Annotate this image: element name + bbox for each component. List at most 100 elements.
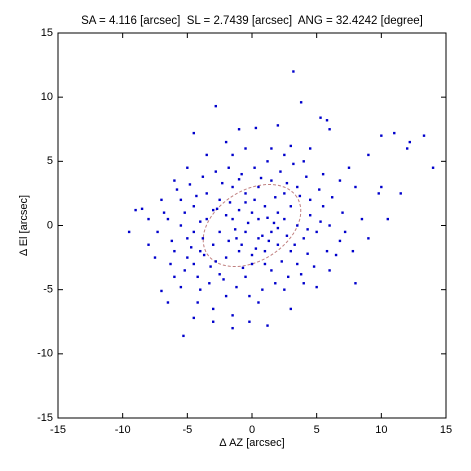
- scatter-point: [231, 326, 234, 330]
- scatter-point: [212, 320, 215, 323]
- scatter-point: [321, 172, 325, 176]
- y-tick-label: 5: [47, 155, 53, 167]
- scatter-point: [380, 134, 383, 137]
- scatter-point: [199, 249, 202, 253]
- scatter-point: [205, 192, 208, 195]
- scatter-point: [240, 243, 243, 246]
- scatter-point: [406, 147, 409, 150]
- scatter-point: [212, 208, 215, 212]
- scatter-point: [266, 160, 269, 163]
- scatter-point: [183, 269, 186, 272]
- scatter-point: [367, 237, 370, 240]
- scatter-point: [302, 160, 305, 163]
- scatter-point: [241, 266, 245, 270]
- scatter-point: [292, 162, 295, 166]
- scatter-point: [380, 185, 383, 189]
- scatter-point: [309, 214, 312, 217]
- scatter-point: [319, 220, 322, 223]
- scatter-point: [221, 181, 224, 185]
- y-tick-label: -10: [37, 348, 53, 360]
- scatter-point: [192, 262, 195, 266]
- scatter-point: [299, 101, 303, 104]
- scatter-point: [188, 183, 192, 186]
- scatter-point: [231, 153, 234, 157]
- scatter-point: [354, 282, 357, 285]
- scatter-point: [244, 275, 247, 279]
- scatter-point: [270, 269, 273, 272]
- scatter-point: [257, 237, 260, 240]
- scatter-point: [196, 275, 199, 279]
- scatter-point: [263, 205, 267, 208]
- scatter-point: [237, 178, 241, 181]
- scatter-point: [253, 166, 256, 169]
- scatter-point: [224, 256, 228, 259]
- scatter-point: [201, 237, 205, 240]
- x-tick-label: 10: [375, 424, 387, 436]
- scatter-point: [196, 301, 199, 304]
- plot-area: [57, 32, 447, 419]
- scatter-point: [289, 205, 292, 208]
- scatter-point: [347, 166, 351, 169]
- y-axis-label: Δ El [arcsec]: [18, 195, 30, 256]
- scatter-point: [214, 170, 217, 173]
- scatter-point: [330, 196, 334, 199]
- scatter-point: [292, 70, 295, 73]
- scatter-point: [276, 211, 280, 214]
- scatter-point: [250, 253, 254, 257]
- scatter-point: [169, 262, 172, 266]
- x-axis-label: Δ AZ [arcsec]: [219, 437, 284, 449]
- scatter-point: [212, 307, 215, 311]
- scatter-point: [153, 256, 157, 259]
- scatter-point: [276, 243, 280, 246]
- scatter-point: [209, 265, 212, 268]
- scatter-point: [399, 192, 402, 195]
- scatter-point: [312, 265, 316, 268]
- scatter-point: [328, 224, 331, 227]
- scatter-point: [170, 239, 174, 243]
- scatter-point: [431, 166, 435, 169]
- scatter-point: [162, 211, 166, 214]
- scatter-point: [293, 243, 296, 246]
- scatter-point: [218, 230, 221, 234]
- scatter-point: [237, 128, 241, 131]
- scatter-point: [328, 128, 331, 131]
- scatter-point: [341, 211, 344, 214]
- scatter-point: [285, 181, 289, 185]
- scatter-point: [315, 230, 318, 234]
- scatter-point: [306, 228, 309, 231]
- scatter-point: [237, 249, 241, 253]
- scatter-point: [257, 301, 260, 304]
- scatter-point: [283, 192, 286, 195]
- scatter-point: [218, 198, 221, 202]
- scatter-point: [266, 324, 269, 327]
- scatter-point: [214, 104, 217, 108]
- scatter-point: [266, 216, 269, 219]
- scatter-point: [186, 166, 189, 169]
- scatter-point: [270, 147, 273, 150]
- scatter-point: [250, 262, 254, 266]
- chart-title: SA = 4.116 [arcsec] SL = 2.7439 [arcsec]…: [81, 15, 423, 27]
- scatter-point: [318, 188, 321, 191]
- y-tick-label: 15: [41, 27, 53, 39]
- scatter-point: [179, 285, 183, 289]
- scatter-point: [319, 116, 322, 119]
- scatter-point: [205, 153, 208, 157]
- scatter-point: [257, 217, 260, 221]
- scatter-point: [283, 288, 286, 291]
- scatter-point: [246, 221, 250, 225]
- x-tick-label: 5: [314, 424, 320, 436]
- scatter-point: [328, 269, 331, 272]
- scatter-point: [224, 140, 228, 144]
- scatter-point: [147, 217, 150, 221]
- scatter-point: [377, 192, 380, 195]
- scatter-point: [305, 175, 308, 178]
- scatter-point: [227, 166, 230, 169]
- scatter-point: [299, 273, 303, 276]
- scatter-point: [254, 247, 258, 250]
- scatter-point: [244, 192, 247, 195]
- scatter-point: [334, 253, 338, 257]
- scatter-point: [224, 294, 228, 298]
- scatter-point: [134, 208, 137, 212]
- scatter-point: [186, 237, 189, 240]
